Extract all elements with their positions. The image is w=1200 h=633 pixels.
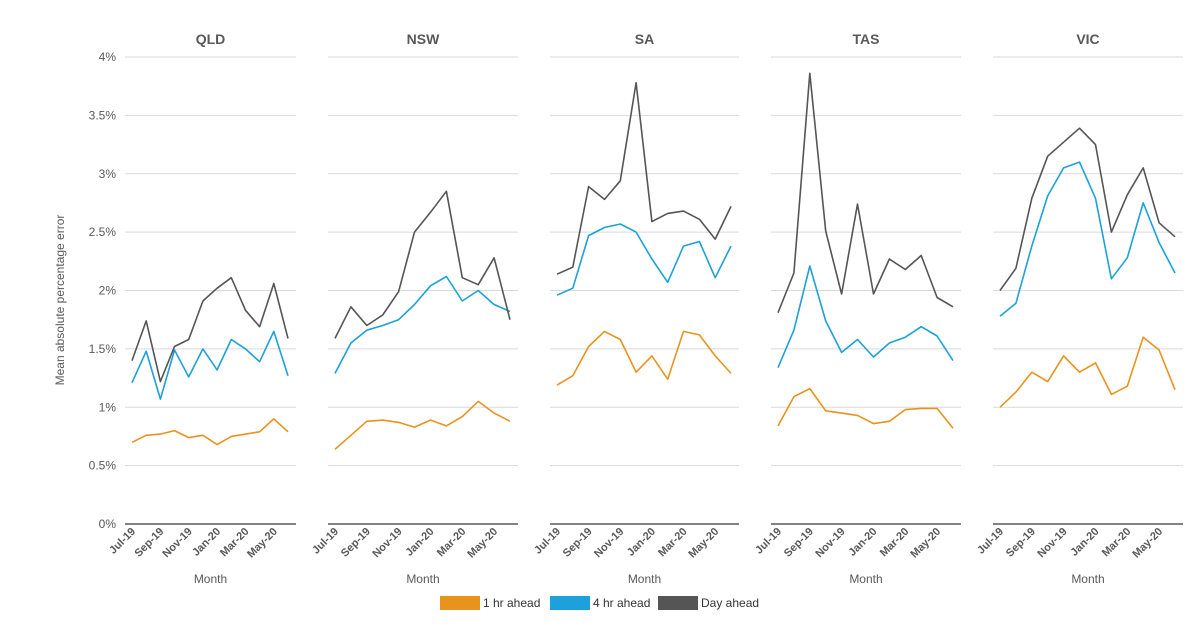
x-tick-label: May-20 (908, 526, 943, 561)
legend-label-4-hr-ahead: 4 hr ahead (593, 596, 650, 610)
x-tick-label: Mar-20 (435, 526, 469, 560)
series-line-day-ahead-nsw (334, 190, 511, 339)
x-tick-label: Jul-19 (310, 526, 341, 557)
x-tick-label: Jul-19 (753, 526, 784, 557)
x-tick-label: Jan-20 (403, 526, 436, 559)
series-line-4-hr-ahead-sa (556, 223, 732, 296)
y-tick-label: 4% (99, 50, 117, 64)
series-line-day-ahead-sa (556, 81, 732, 275)
x-tick-label: Mar-20 (878, 526, 912, 560)
x-tick-label: Jul-19 (532, 526, 563, 557)
series-line-1-hr-ahead-nsw (334, 400, 511, 450)
x-tick-label: Sep-19 (132, 526, 166, 560)
y-tick-label: 1% (99, 400, 117, 414)
x-tick-label: Nov-19 (592, 526, 626, 560)
x-tick-label: May-20 (1130, 526, 1165, 561)
y-tick-label: 3.5% (89, 108, 117, 122)
series-line-1-hr-ahead-vic (999, 336, 1176, 408)
x-tick-label: Jan-20 (625, 526, 658, 559)
y-tick-label: 0.5% (89, 459, 117, 473)
series-line-1-hr-ahead-tas (777, 387, 954, 429)
x-tick-label: Nov-19 (160, 526, 194, 560)
series-line-4-hr-ahead-tas (777, 265, 954, 368)
y-tick-label: 0% (99, 517, 117, 531)
x-axis-title: Month (628, 572, 661, 586)
panel-title-vic: VIC (1076, 31, 1099, 47)
y-tick-label: 3% (99, 167, 117, 181)
x-tick-label: Jan-20 (190, 526, 223, 559)
series-line-day-ahead-qld (131, 276, 289, 383)
x-tick-label: Mar-20 (1100, 526, 1134, 560)
x-axis-title: Month (849, 572, 882, 586)
x-tick-label: Nov-19 (813, 526, 847, 560)
series-line-4-hr-ahead-vic (999, 161, 1176, 317)
series-line-day-ahead-vic (999, 127, 1176, 291)
series-line-4-hr-ahead-nsw (334, 275, 511, 374)
x-axis-title: Month (1071, 572, 1104, 586)
x-axis-title: Month (406, 572, 439, 586)
series-line-4-hr-ahead-qld (131, 330, 289, 400)
x-axis-title: Month (194, 572, 227, 586)
x-tick-label: Sep-19 (1004, 526, 1038, 560)
x-tick-label: May-20 (465, 526, 500, 561)
x-tick-label: Sep-19 (339, 526, 373, 560)
legend-swatch-1-hr-ahead (440, 596, 480, 610)
panel-title-nsw: NSW (407, 31, 440, 47)
x-tick-label: Sep-19 (782, 526, 816, 560)
y-axis-title: Mean absolute percentage error (53, 215, 67, 386)
x-tick-label: Nov-19 (1035, 526, 1069, 560)
series-line-1-hr-ahead-sa (556, 330, 732, 386)
x-tick-label: Nov-19 (370, 526, 404, 560)
x-tick-label: May-20 (686, 526, 721, 561)
x-tick-label: Mar-20 (656, 526, 690, 560)
x-tick-label: May-20 (245, 526, 280, 561)
panel-title-tas: TAS (853, 31, 880, 47)
y-tick-label: 1.5% (89, 342, 117, 356)
legend-label-day-ahead: Day ahead (701, 596, 759, 610)
x-tick-label: Sep-19 (561, 526, 595, 560)
series-line-1-hr-ahead-qld (131, 418, 289, 446)
x-tick-label: Jul-19 (975, 526, 1006, 557)
y-tick-label: 2% (99, 284, 117, 298)
series-line-day-ahead-tas (777, 72, 954, 313)
x-tick-label: Jan-20 (846, 526, 879, 559)
legend-swatch-day-ahead (658, 596, 698, 610)
y-tick-label: 2.5% (89, 225, 117, 239)
x-tick-label: Jan-20 (1068, 526, 1101, 559)
legend-label-1-hr-ahead: 1 hr ahead (483, 596, 540, 610)
panel-title-qld: QLD (196, 31, 226, 47)
panel-title-sa: SA (635, 31, 654, 47)
legend-swatch-4-hr-ahead (550, 596, 590, 610)
